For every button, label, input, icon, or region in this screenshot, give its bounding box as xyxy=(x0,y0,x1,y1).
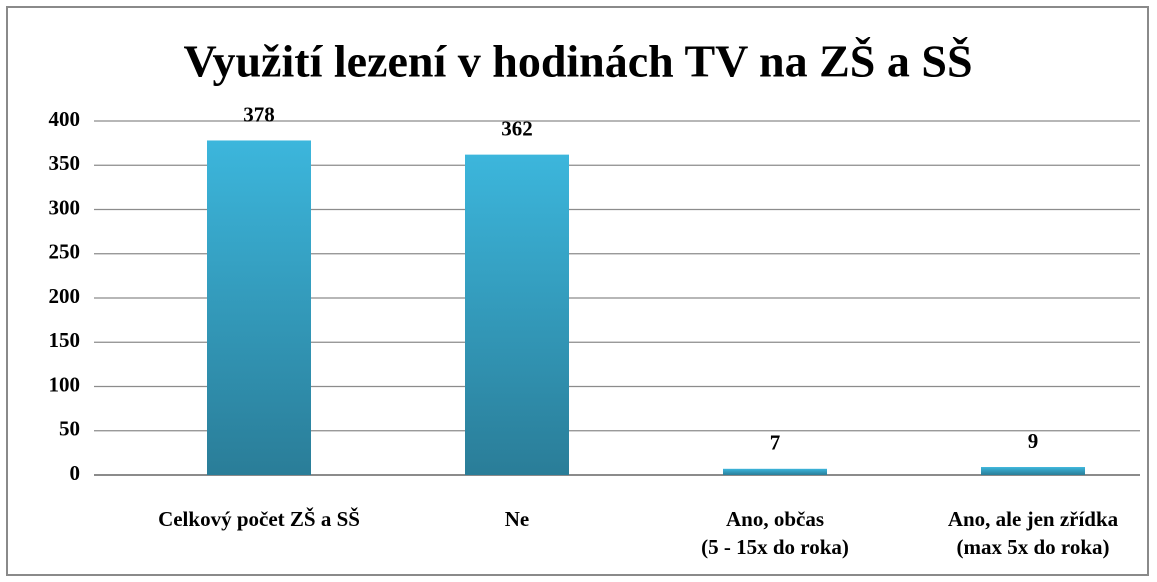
x-tick-label: Ano, občas (5 - 15x do roka) xyxy=(701,507,849,559)
bar xyxy=(465,154,569,475)
y-tick-label: 50 xyxy=(59,417,80,441)
y-tick-label: 200 xyxy=(49,284,81,308)
bar xyxy=(981,467,1085,475)
y-tick-label: 0 xyxy=(70,461,81,485)
bar xyxy=(207,140,311,475)
y-tick-label: 300 xyxy=(49,195,81,219)
y-tick-label: 350 xyxy=(49,151,81,175)
y-tick-label: 250 xyxy=(49,240,81,264)
chart-title: Využití lezení v hodinách TV na ZŠ a SŠ xyxy=(183,36,972,87)
value-label: 7 xyxy=(770,431,781,455)
x-tick-label: Ano, ale jen zřídka (max 5x do roka) xyxy=(947,507,1119,559)
x-tick-label: Celkový počet ZŠ a SŠ xyxy=(158,507,360,531)
bar xyxy=(723,468,827,475)
y-tick-label: 150 xyxy=(49,328,81,352)
y-tick-label: 400 xyxy=(49,107,81,131)
x-tick-label: Ne xyxy=(504,507,530,531)
y-tick-label: 100 xyxy=(49,372,81,396)
value-label: 362 xyxy=(501,116,533,140)
value-label: 378 xyxy=(243,102,275,126)
value-label: 9 xyxy=(1028,429,1039,453)
chart-frame xyxy=(6,6,1149,576)
